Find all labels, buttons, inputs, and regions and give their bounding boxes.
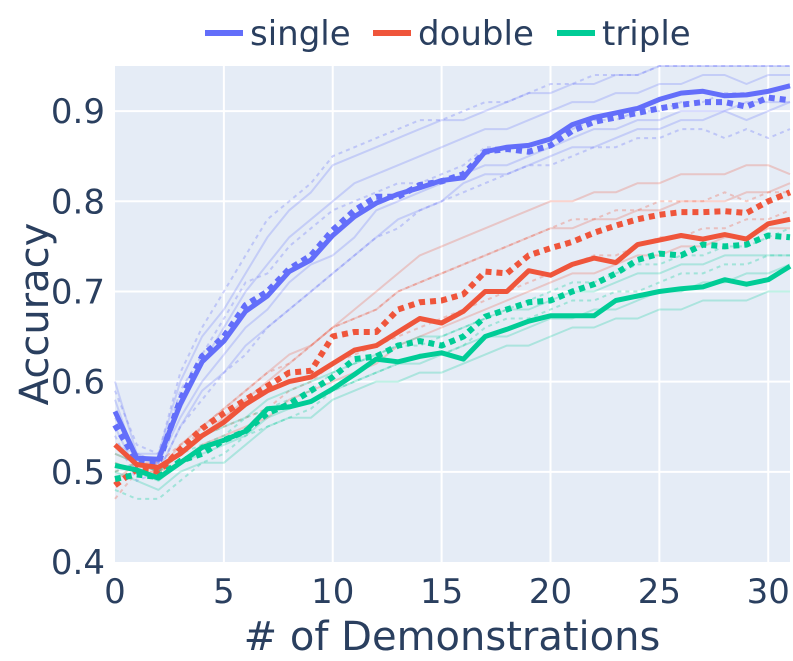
run-dotted-line-single [114,65,790,455]
x-tick-label: 0 [104,572,126,612]
x-tick-label: 20 [529,572,572,612]
run-line-triple [114,254,790,473]
series-lines [112,65,792,500]
run-dotted-line-triple [114,254,790,500]
series-line-triple [114,264,792,481]
run-dotted-line-triple [114,227,791,473]
plot-area [115,66,790,562]
legend-label: triple [602,14,691,54]
run-line-single [114,74,790,464]
y-tick-label: 0.7 [51,272,105,312]
y-tick-label: 0.6 [51,363,105,403]
series-dotted-line-double [113,189,792,488]
legend-label: double [418,14,534,54]
run-line-single [114,101,791,473]
run-line-single [114,65,790,455]
legend-item-single[interactable]: single [205,14,351,54]
y-tick-label: 0.9 [51,92,105,132]
y-tick-label: 0.5 [51,453,105,493]
x-tick-label: 30 [747,572,790,612]
legend: single double triple [205,14,691,54]
x-tick-label: 10 [311,572,354,612]
series-line-double [113,216,791,470]
run-line-double [114,227,790,473]
legend-label: single [250,14,351,54]
legend-item-triple[interactable]: triple [557,14,691,54]
y-axis-ticks: 0.4 0.5 0.6 0.7 0.8 0.9 [51,92,105,583]
run-dotted-line-double [114,191,790,500]
x-axis-ticks: 0 5 10 15 20 25 30 [104,572,790,612]
x-tick-label: 25 [638,572,681,612]
y-axis-title: Accuracy [12,223,58,406]
x-tick-label: 15 [420,572,463,612]
run-dotted-line-single [114,128,791,482]
legend-item-double[interactable]: double [373,14,534,54]
series-line-single [112,83,791,462]
y-tick-label: 0.8 [51,182,105,222]
y-tick-label: 0.4 [51,543,105,583]
x-axis-title: # of Demonstrations [244,614,661,660]
run-line-triple [114,290,790,491]
run-dotted-line-single [114,83,791,464]
run-line-double [114,164,791,473]
x-tick-label: 5 [213,572,235,612]
run-line-double [114,182,791,482]
